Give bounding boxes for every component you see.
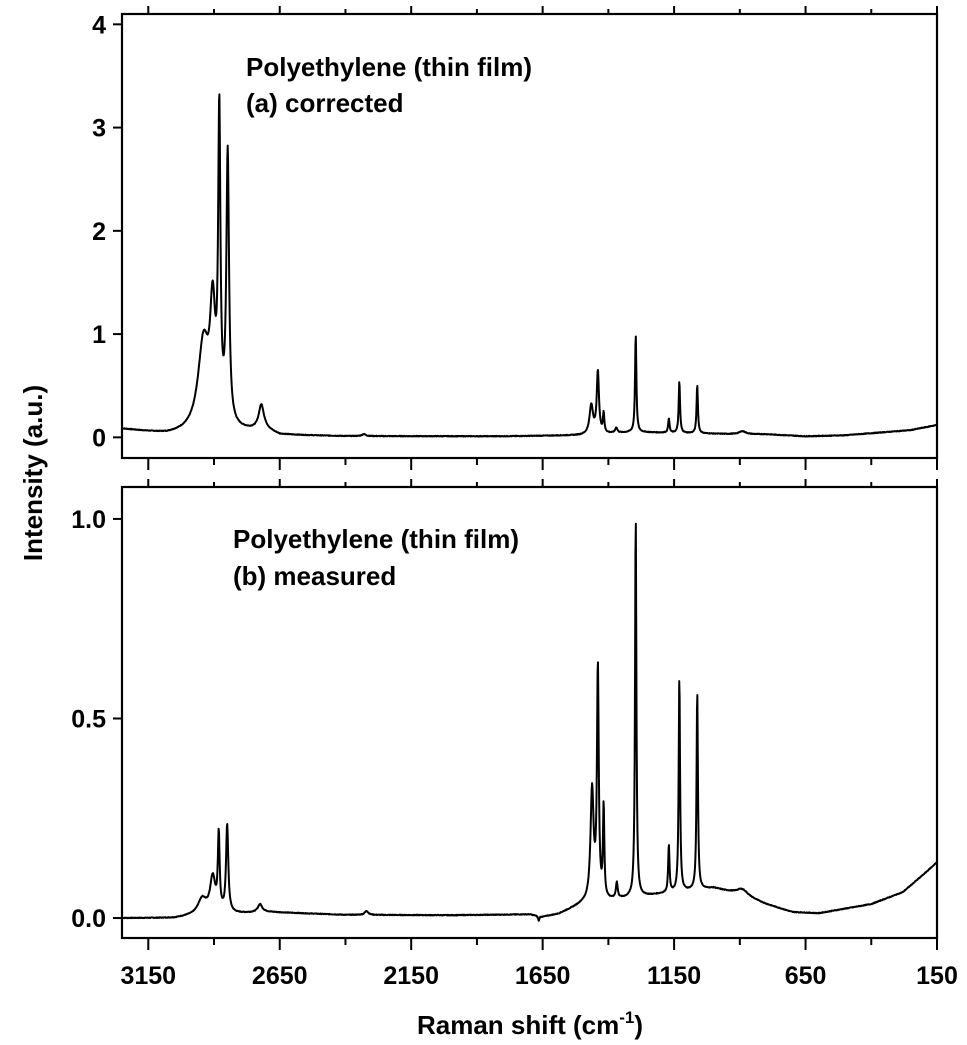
x-axis-title: Raman shift (cm-1) — [417, 1008, 643, 1040]
tick-group-bottom: 3150 2650 2150 1650 1150 650 150 0.0 0.5 1.0 — [71, 479, 958, 990]
x-tick-label: 2650 — [252, 962, 308, 990]
panel-bottom: 3150 2650 2150 1650 1150 650 150 0.0 0.5 1.0 Poly… — [71, 479, 958, 990]
annotation-label-corrected: (a) corrected — [246, 88, 404, 118]
y-axis-title: Intensity (a.u.) — [18, 385, 48, 561]
x-axis-title-superscript: -1 — [619, 1008, 634, 1027]
x-tick-label: 2150 — [383, 962, 439, 990]
spectrum-line-measured — [121, 522, 938, 922]
annotation-title-top: Polyethylene (thin film) — [246, 52, 532, 82]
y-tick-label: 0.5 — [71, 705, 106, 733]
x-tick-label: 1150 — [647, 962, 701, 990]
panel-top: 0 1 2 3 4 Polyethylene (thin film) (a) corre… — [92, 6, 939, 470]
x-tick-label: 1650 — [515, 962, 571, 990]
plot-frame-bottom — [120, 485, 939, 940]
plot-frame-top — [120, 12, 939, 460]
annotation-label-measured: (b) measured — [233, 561, 396, 591]
annotation-title-bottom: Polyethylene (thin film) — [233, 524, 519, 554]
y-tick-label: 2 — [92, 218, 106, 246]
spectrum-line-corrected — [121, 93, 938, 438]
y-tick-label: 1 — [92, 321, 106, 349]
x-tick-label: 650 — [785, 962, 827, 990]
y-tick-label: 0 — [92, 424, 106, 452]
y-tick-label: 4 — [92, 11, 106, 39]
x-tick-label: 150 — [916, 962, 958, 990]
y-tick-label: 3 — [92, 115, 106, 143]
tick-group-top: 0 1 2 3 4 — [92, 6, 938, 470]
y-tick-label: 0.0 — [71, 905, 106, 933]
y-tick-label: 1.0 — [71, 506, 106, 534]
x-tick-label: 3150 — [120, 962, 176, 990]
